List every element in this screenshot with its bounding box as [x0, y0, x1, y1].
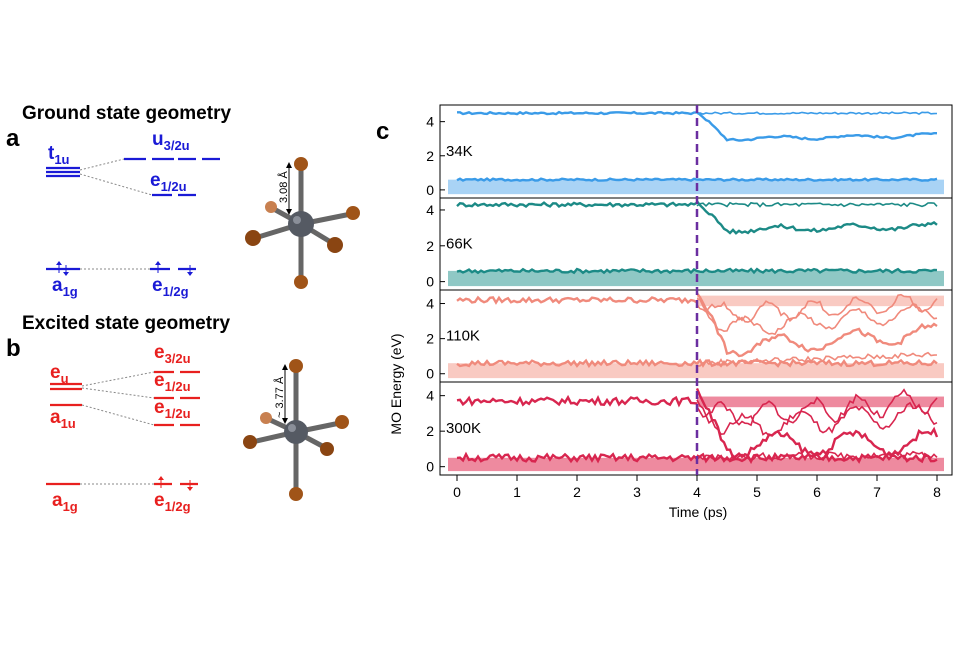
label-a1g-excited: a1g — [52, 490, 78, 514]
y-tick-label: 0 — [426, 459, 434, 475]
series-branch-0 — [696, 111, 937, 142]
y-tick-label: 2 — [426, 331, 434, 347]
ground-molecule: 3.08 Å — [245, 157, 360, 289]
series-branch-2 — [696, 388, 938, 427]
excited-electron-arrows — [158, 476, 193, 491]
series-lower — [456, 267, 938, 275]
excited-level-labels: eu a1u e3/2u e1/2u e1/2u a1g e1/2g — [50, 342, 191, 514]
label-t1u: t1u — [48, 143, 70, 167]
series-lower — [456, 358, 938, 369]
panel-temperature-label: 110K — [446, 328, 480, 345]
series-branch-3 — [696, 450, 938, 462]
x-tick-label: 1 — [513, 484, 521, 500]
series-branch-0 — [696, 292, 938, 358]
series-branch-0 — [696, 200, 938, 235]
x-tick-label: 8 — [933, 484, 941, 500]
label-a1u: a1u — [50, 407, 76, 431]
y-tick-label: 4 — [426, 114, 434, 130]
series-upper-before — [456, 295, 698, 305]
panel-c: c MO Energy (eV) Time (ps) 02434K02466K0… — [376, 104, 953, 520]
series-branch-1 — [696, 111, 938, 116]
panel-temperature-label: 66K — [446, 236, 473, 253]
label-e1-2u-lower: e1/2u — [154, 397, 191, 421]
x-tick-label: 4 — [693, 484, 701, 500]
panel-b-title: Excited state geometry — [22, 313, 230, 334]
panel-a-letter: a — [6, 125, 20, 152]
y-tick-label: 0 — [426, 366, 434, 382]
x-tick-label: 6 — [813, 484, 821, 500]
y-tick-label: 0 — [426, 274, 434, 290]
label-a1g: a1g — [52, 275, 78, 299]
chart-area: 0 2 4 34K 0 2 4 66K 0 2 4 110K 0 2 4 300K 0 1 2 3 4 5 6 7 8 — [426, 104, 953, 500]
label-e1-2g: e1/2g — [152, 275, 189, 299]
panel-a-title: Ground state geometry — [22, 103, 231, 124]
y-tick-label: 2 — [426, 423, 434, 439]
y-tick-label: 4 — [426, 202, 434, 218]
panel-66K-plot: 0 2 4 66K — [426, 197, 953, 291]
panel-a: a Ground state geometry — [6, 103, 360, 299]
panel-c-letter: c — [376, 118, 389, 145]
ground-bond-length: 3.08 Å — [277, 171, 290, 203]
series-lower — [456, 177, 938, 183]
panel-300K-plot: 0 2 4 300K — [426, 381, 953, 476]
ground-levels — [46, 157, 220, 271]
excited-bond-length: ~ 3.77 Å — [273, 376, 286, 418]
series-branch-1 — [696, 201, 938, 208]
y-axis-label: MO Energy (eV) — [388, 333, 404, 434]
series-upper-before — [456, 201, 698, 209]
panel-110K-plot: 0 2 4 110K — [426, 289, 953, 383]
ground-correlation-lines — [79, 158, 153, 270]
y-tick-label: 4 — [426, 388, 434, 404]
excited-levels — [46, 370, 200, 486]
y-tick-label: 2 — [426, 148, 434, 164]
panel-34K-plot: 0 2 4 34K — [426, 104, 953, 199]
label-e1-2g-excited: e1/2g — [154, 490, 191, 514]
excited-molecule: ~ 3.77 Å — [243, 359, 349, 501]
ground-electron-arrows — [56, 261, 193, 276]
panel-b-letter: b — [6, 335, 21, 362]
series-branch-3 — [697, 351, 938, 367]
panel-temperature-label: 300K — [446, 420, 481, 437]
label-u3-2u: u3/2u — [152, 129, 190, 153]
x-axis-label: Time (ps) — [669, 504, 728, 520]
series-upper-before — [457, 110, 698, 116]
x-tick-label: 0 — [453, 484, 461, 500]
label-eu: eu — [50, 362, 69, 386]
panel-temperature-label: 34K — [446, 143, 473, 160]
series-branch-2 — [696, 293, 938, 323]
panel-b: b Excited state geometry eu — [6, 313, 349, 514]
label-e1-2u: e1/2u — [150, 170, 187, 194]
x-tick-label: 7 — [873, 484, 881, 500]
x-tick-label: 5 — [753, 484, 761, 500]
y-tick-label: 2 — [426, 238, 434, 254]
y-tick-label: 0 — [426, 182, 434, 198]
y-tick-label: 4 — [426, 296, 434, 312]
series-branch-1 — [696, 399, 938, 437]
series-branch-1 — [696, 297, 938, 336]
excited-correlation-lines — [80, 371, 155, 485]
label-e1-2u-upper: e1/2u — [154, 370, 191, 394]
label-e3-2u: e3/2u — [154, 342, 191, 366]
series-upper-before — [456, 394, 698, 408]
ground-level-labels: t1u u3/2u e1/2u a1g e1/2g — [48, 129, 190, 299]
x-tick-label: 3 — [633, 484, 641, 500]
x-tick-label: 2 — [573, 484, 581, 500]
